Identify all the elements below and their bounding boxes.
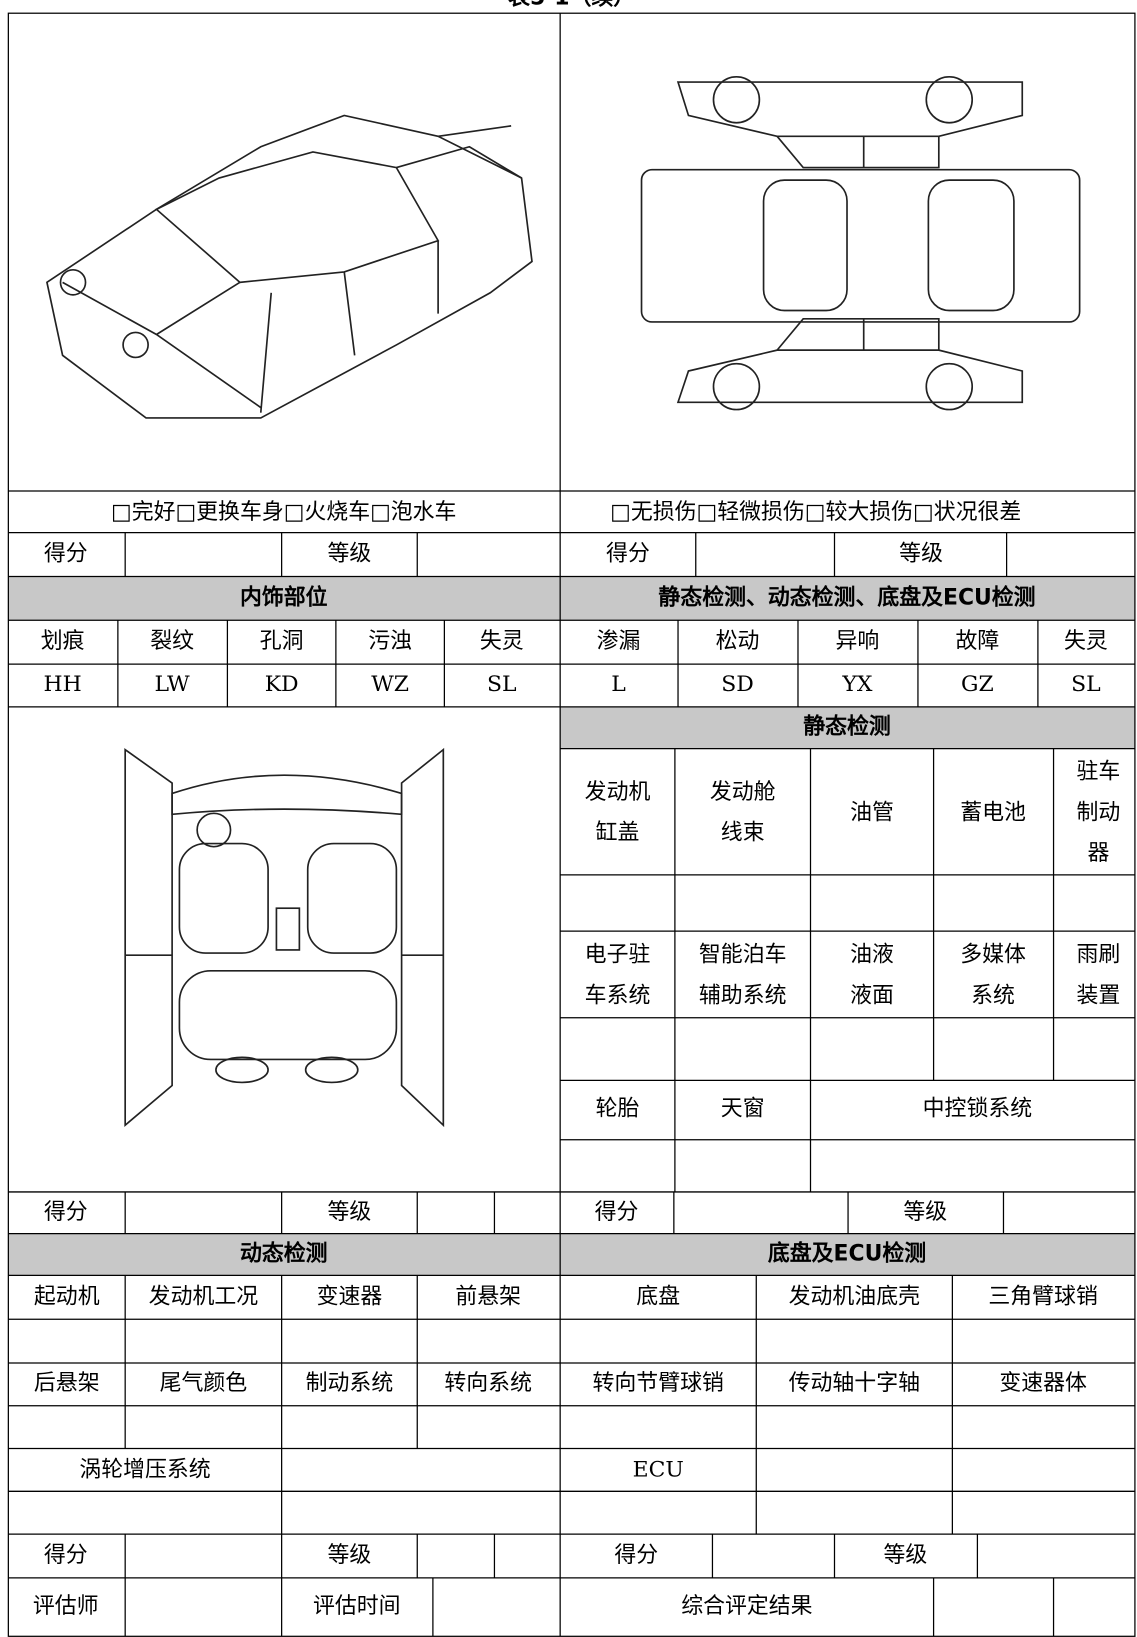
label: 辅助系统	[699, 983, 787, 1008]
label: 器	[1087, 841, 1109, 866]
label: 静态检测、动态检测、底盘及ECU检测	[658, 584, 1035, 610]
label: 后悬架	[34, 1371, 100, 1396]
label: YX	[841, 672, 872, 697]
label: 动态检测	[240, 1241, 328, 1267]
label: 发动机工况	[149, 1284, 259, 1309]
label: 天窗	[721, 1097, 765, 1122]
label: 渗漏	[597, 629, 641, 654]
label: 油液	[850, 943, 894, 968]
label: 起动机	[34, 1284, 100, 1309]
label: 轮胎	[596, 1097, 640, 1122]
header-bg	[8, 576, 1135, 621]
label: 前悬架	[455, 1284, 521, 1309]
label: L	[611, 672, 626, 697]
label: GZ	[961, 672, 994, 697]
label: 等级	[884, 1543, 928, 1568]
label: 得分	[606, 542, 650, 567]
label: 缸盖	[596, 821, 640, 846]
label: 液面	[850, 983, 894, 1008]
label: 污浊	[368, 629, 412, 654]
grid-lines	[8, 13, 1135, 1637]
label: 松动	[716, 629, 760, 654]
label: 线束	[721, 821, 765, 846]
label: 多媒体	[960, 943, 1026, 968]
label: 内饰部位	[240, 584, 328, 610]
label: 等级	[903, 1200, 947, 1225]
label: 系统	[971, 983, 1015, 1008]
label: 底盘	[636, 1284, 680, 1309]
label: 评估师	[33, 1594, 99, 1619]
label: 传动轴十字轴	[789, 1371, 920, 1396]
texts: 表5-1（续） □完好□更换车身□火烧车□泡水车 □无损伤□轻微损伤□较大损伤□状况…	[33, 0, 1120, 1619]
label: 孔洞	[260, 629, 304, 654]
body-shell-drawing	[46, 114, 533, 419]
label: 中控锁系统	[923, 1097, 1032, 1122]
label: LW	[155, 672, 191, 697]
interior-drawing	[124, 747, 445, 1128]
label: KD	[265, 672, 299, 697]
label: 车系统	[585, 983, 651, 1008]
label: 雨刷	[1077, 943, 1121, 968]
label: 得分	[614, 1543, 658, 1568]
label: 转向节臂球销	[593, 1371, 724, 1396]
label: 等级	[328, 542, 372, 567]
label: 底盘及ECU检测	[768, 1241, 926, 1267]
label: 等级	[328, 1200, 372, 1225]
label: □完好□更换车身□火烧车□泡水车	[111, 500, 456, 525]
label: 得分	[595, 1200, 639, 1225]
label: 发动机油底壳	[789, 1284, 920, 1309]
label: 等级	[328, 1543, 372, 1568]
label: 失灵	[480, 629, 524, 654]
label: 得分	[44, 1200, 88, 1225]
label: 变速器	[317, 1284, 383, 1309]
label: 裂纹	[150, 629, 194, 654]
label: 智能泊车	[699, 943, 787, 968]
label: 油管	[850, 800, 894, 825]
label: 制动	[1077, 800, 1121, 825]
header-bg	[8, 1233, 1135, 1276]
label: SL	[487, 672, 517, 697]
label: □无损伤□轻微损伤□较大损伤□状况很差	[610, 500, 1021, 525]
header-bg	[560, 706, 1135, 749]
label: ECU	[633, 1457, 684, 1482]
label: 静态检测	[803, 714, 891, 740]
label: 涡轮增压系统	[79, 1457, 210, 1482]
label: 装置	[1077, 983, 1121, 1008]
label: 制动系统	[306, 1371, 394, 1396]
label: 异响	[836, 629, 880, 654]
label: 划痕	[41, 629, 85, 654]
label: SL	[1071, 672, 1101, 697]
label: 发动机	[585, 780, 651, 805]
label: 转向系统	[444, 1371, 532, 1396]
label: SD	[721, 672, 754, 697]
label: 表5-1（续）	[508, 0, 635, 11]
label: 尾气颜色	[160, 1371, 248, 1396]
label: 变速器体	[999, 1371, 1087, 1396]
label: 得分	[44, 1543, 88, 1568]
label: 失灵	[1064, 629, 1108, 654]
label: 得分	[44, 542, 88, 567]
label: HH	[43, 672, 81, 697]
label: 评估时间	[313, 1594, 401, 1619]
label: 发动舱	[710, 780, 776, 805]
label: 蓄电池	[960, 800, 1026, 825]
label: 故障	[956, 629, 1000, 654]
label: WZ	[371, 672, 409, 697]
label: 驻车	[1077, 760, 1121, 785]
exterior-drawing	[640, 76, 1081, 411]
label: 电子驻	[585, 943, 651, 968]
table-border	[7, 12, 1136, 1637]
label: 综合评定结果	[681, 1594, 812, 1619]
label: 等级	[899, 542, 943, 567]
label: 三角臂球销	[988, 1284, 1097, 1309]
